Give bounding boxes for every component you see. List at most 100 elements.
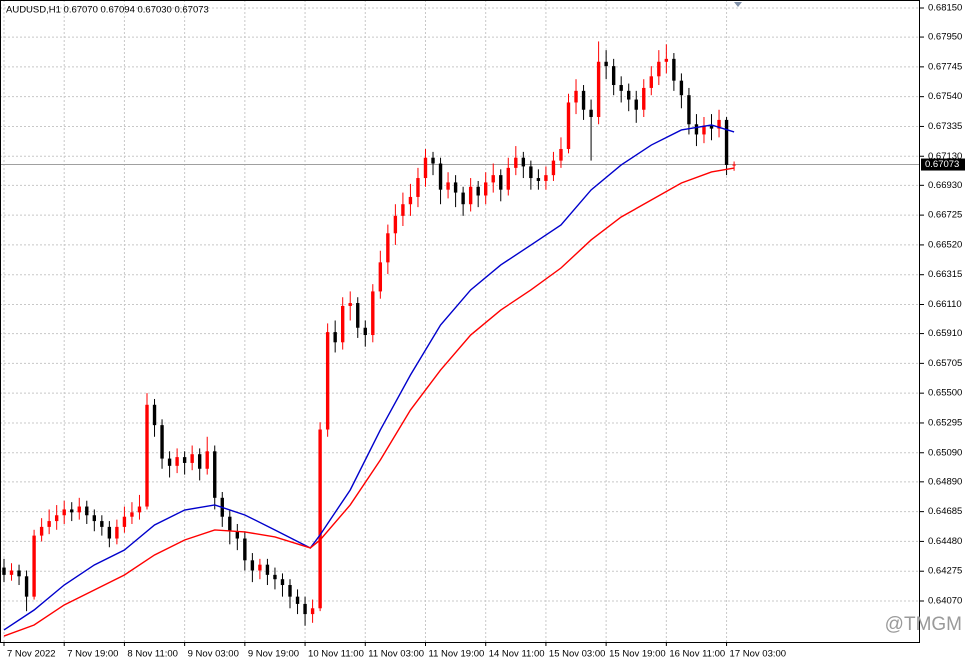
y-tick-label: 0.64275 <box>928 566 962 577</box>
candle-body <box>137 506 142 513</box>
moving-average <box>3 167 735 637</box>
y-tick-label: 0.66520 <box>928 239 962 250</box>
x-tick-label: 11 Nov 19:00 <box>428 649 484 660</box>
candle-body <box>100 521 104 527</box>
candle-body <box>70 509 74 513</box>
axes: 0.68150 0.67950 0.67745 0.67540 0.67335 0.671… <box>3 3 965 660</box>
x-tick-label: 15 Nov 03:00 <box>549 649 606 660</box>
candle-body <box>54 515 59 522</box>
candle-body <box>536 178 541 181</box>
candle-body <box>581 90 586 110</box>
x-tick-label: 9 Nov 19:00 <box>248 649 299 660</box>
candle-body <box>24 576 29 597</box>
candle-body <box>258 564 262 571</box>
candle-body <box>310 608 315 615</box>
candle-body <box>679 80 684 96</box>
candle-body <box>566 102 571 149</box>
candle-body <box>85 506 89 516</box>
y-tick-label: 0.66725 <box>928 210 962 221</box>
candle-body <box>484 182 488 196</box>
y-tick-label: 0.67745 <box>928 61 962 72</box>
candle-body <box>657 61 661 77</box>
candle-body <box>694 124 699 135</box>
price-tag-label: 0.67073 <box>925 159 959 170</box>
y-tick-label: 0.67335 <box>928 121 962 132</box>
y-tick-label: 0.64685 <box>928 506 962 517</box>
candle-body <box>378 262 383 292</box>
candle-body <box>325 332 330 430</box>
y-tick-label: 0.65910 <box>928 328 962 339</box>
watermark: @TMGM <box>885 614 962 635</box>
candle-body <box>62 509 66 516</box>
candle-body <box>197 454 202 469</box>
candle-body <box>250 560 255 571</box>
y-tick-label: 0.67540 <box>928 91 962 102</box>
x-tick-label: 14 Nov 11:00 <box>489 649 545 660</box>
candle-body <box>122 516 127 527</box>
candle-body <box>627 90 631 100</box>
candle-body <box>649 76 653 88</box>
candle-body <box>431 157 435 164</box>
candle-body <box>401 204 405 216</box>
candle-body <box>529 166 533 179</box>
candle-body <box>9 570 14 575</box>
candle-body <box>356 303 360 328</box>
candle-body <box>446 182 450 190</box>
moving-average <box>3 124 735 631</box>
candle-body <box>265 564 270 575</box>
candle-body <box>416 178 420 197</box>
candle-body <box>453 182 458 193</box>
candle-body <box>205 451 209 469</box>
candle-body <box>438 163 443 190</box>
candle-body <box>273 574 277 580</box>
candle-body <box>371 291 375 336</box>
candle-body <box>423 157 428 179</box>
candle-body <box>303 603 307 615</box>
candle-body <box>506 167 510 190</box>
x-tick-label: 15 Nov 19:00 <box>609 649 666 660</box>
y-tick-label: 0.65705 <box>928 358 962 369</box>
candle-body <box>17 570 21 577</box>
x-tick-label: 10 Nov 11:00 <box>308 649 364 660</box>
x-tick-label: 17 Nov 03:00 <box>730 649 787 660</box>
candle-body <box>732 164 736 166</box>
candle-body <box>107 526 112 539</box>
candle-body <box>551 160 556 176</box>
candle-body <box>604 61 608 67</box>
candle-body <box>213 451 217 498</box>
candle-body <box>77 506 81 513</box>
candle-body <box>280 579 285 586</box>
candle-body <box>92 515 97 522</box>
candle-body <box>130 512 134 517</box>
candle-body <box>476 186 480 196</box>
candle-body <box>341 305 345 343</box>
candle-body <box>559 148 563 161</box>
x-tick-label: 7 Nov 19:00 <box>67 649 118 660</box>
candle-body <box>596 61 601 118</box>
candle-body <box>408 196 413 205</box>
plot <box>0 41 920 637</box>
candle-body <box>724 119 729 165</box>
candle-body <box>160 425 164 459</box>
x-tick-label: 8 Nov 11:00 <box>127 649 178 660</box>
price-tag <box>921 158 965 171</box>
plot-frame <box>0 0 920 643</box>
candle-body <box>333 332 337 343</box>
candle-body <box>295 596 300 604</box>
candle-body <box>363 327 367 336</box>
x-tick-label: 7 Nov 2022 <box>7 649 56 660</box>
candle-body <box>544 175 548 181</box>
candle-body <box>175 457 179 466</box>
y-tick-label: 0.67130 <box>928 151 962 162</box>
candle-body <box>499 175 503 190</box>
candle-body <box>619 85 623 91</box>
candle-body <box>574 90 578 103</box>
x-tick-label: 16 Nov 11:00 <box>669 649 725 660</box>
candle-body <box>687 95 691 125</box>
y-tick-label: 0.65090 <box>928 447 962 458</box>
candle-body <box>288 585 292 597</box>
candle-body <box>2 567 6 575</box>
candle-body <box>672 58 676 81</box>
grid <box>0 0 920 642</box>
